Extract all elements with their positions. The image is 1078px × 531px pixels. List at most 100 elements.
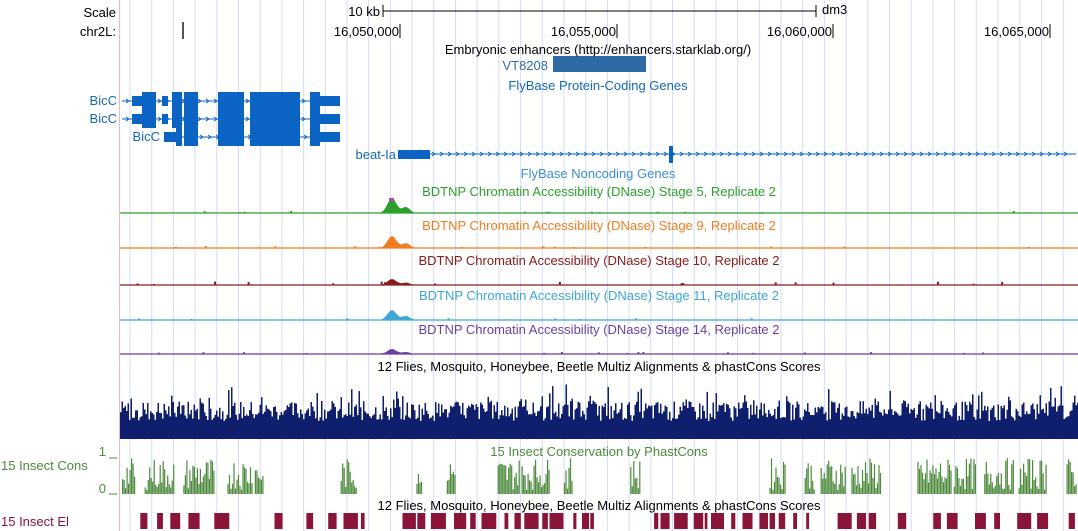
- bar: [1072, 402, 1074, 439]
- noise: [696, 246, 699, 248]
- exon: [162, 114, 168, 124]
- elements-side-label[interactable]: 15 Insect El: [1, 514, 69, 529]
- bar: [1045, 464, 1047, 494]
- gene-label-bicc-1[interactable]: BicC: [89, 93, 117, 108]
- strand-arrow: [655, 151, 660, 157]
- dnase-stage10-title[interactable]: BDTNP Chromatin Accessibility (DNase) St…: [418, 253, 780, 268]
- bar: [530, 481, 532, 494]
- bar: [715, 393, 717, 439]
- bar: [934, 395, 936, 439]
- dnase-stage11-title[interactable]: BDTNP Chromatin Accessibility (DNase) St…: [418, 288, 780, 303]
- gene-label-bicc-3[interactable]: BicC: [132, 129, 160, 144]
- bar: [396, 391, 398, 439]
- bar: [841, 472, 843, 494]
- bar: [183, 485, 185, 494]
- bar: [772, 415, 774, 439]
- bar: [126, 467, 128, 494]
- noise: [305, 353, 308, 354]
- bar: [500, 463, 502, 494]
- bar: [913, 408, 915, 439]
- bar: [417, 417, 419, 439]
- bar: [542, 484, 544, 494]
- bar: [843, 415, 845, 439]
- exon: [310, 92, 320, 110]
- bar: [375, 407, 377, 439]
- bar: [452, 471, 454, 494]
- dnase-signal-0: [120, 198, 1078, 214]
- bar: [835, 470, 837, 494]
- bar: [961, 401, 963, 439]
- bar: [860, 487, 862, 494]
- strand-arrow: [719, 151, 724, 157]
- strand-arrow: [903, 151, 908, 157]
- bar: [1032, 403, 1034, 439]
- bar: [807, 463, 809, 494]
- bar: [769, 487, 771, 494]
- noise: [332, 283, 335, 285]
- noise: [591, 211, 593, 213]
- bar: [645, 403, 647, 439]
- noise: [243, 352, 246, 354]
- bar: [864, 413, 866, 439]
- bar: [804, 409, 806, 439]
- bar: [462, 402, 464, 439]
- flybase-noncoding-track-title[interactable]: FlyBase Noncoding Genes: [520, 166, 676, 181]
- bar: [168, 484, 170, 494]
- bar: [786, 396, 788, 439]
- bar: [969, 401, 971, 439]
- noise: [392, 318, 395, 320]
- bar: [866, 473, 868, 494]
- strand-arrow: [301, 98, 306, 104]
- dnase-signal-3: [120, 310, 1078, 321]
- dnase-stage14-title[interactable]: BDTNP Chromatin Accessibility (DNase) St…: [418, 322, 780, 337]
- phastcons-track-title[interactable]: 15 Insect Conservation by PhastCons: [490, 444, 708, 459]
- gene-label-bicc-2[interactable]: BicC: [89, 111, 117, 126]
- elements-track-title[interactable]: 12 Flies, Mosquito, Honeybee, Beetle Mul…: [377, 498, 821, 513]
- bar: [301, 414, 303, 439]
- gene-label-beat-ia[interactable]: beat-Ia: [355, 147, 396, 162]
- strand-arrow: [759, 151, 764, 157]
- bar: [928, 408, 930, 439]
- bar: [304, 413, 306, 439]
- element: [793, 513, 797, 529]
- bar: [254, 470, 256, 494]
- bar: [219, 407, 221, 439]
- flybase-coding-track-title[interactable]: FlyBase Protein-Coding Genes: [508, 78, 688, 93]
- strand-arrow: [205, 116, 210, 122]
- noise: [447, 318, 450, 320]
- base-position-ruler[interactable]: [182, 5, 1051, 39]
- strand-arrow: [639, 151, 644, 157]
- bar: [141, 416, 143, 439]
- element: [430, 513, 446, 529]
- bar: [841, 413, 843, 439]
- bar: [975, 419, 977, 439]
- bar: [351, 482, 353, 494]
- multiz-track-title[interactable]: 12 Flies, Mosquito, Honeybee, Beetle Mul…: [377, 359, 821, 374]
- bar: [244, 416, 246, 439]
- enhancer-track-title[interactable]: Embryonic enhancers (http://enhancers.st…: [444, 42, 752, 57]
- dnase-stage9-title[interactable]: BDTNP Chromatin Accessibility (DNase) St…: [422, 218, 776, 233]
- bar: [189, 414, 191, 439]
- bar: [441, 404, 443, 439]
- bar: [904, 401, 906, 439]
- bar: [735, 408, 737, 439]
- bar: [226, 414, 228, 439]
- bar: [882, 415, 884, 439]
- bar: [939, 413, 941, 439]
- phastcons-side-label[interactable]: 15 Insect Cons: [1, 458, 88, 473]
- bar: [840, 464, 842, 494]
- enhancer-item-label[interactable]: VT8208: [502, 58, 548, 73]
- bar: [678, 414, 680, 439]
- bar: [239, 485, 241, 494]
- bar: [129, 420, 131, 439]
- bar: [897, 413, 899, 439]
- bar: [451, 474, 453, 494]
- strand-arrow: [871, 151, 876, 157]
- bar: [1066, 464, 1068, 494]
- dnase-stage5-title[interactable]: BDTNP Chromatin Accessibility (DNase) St…: [422, 184, 776, 199]
- flybase-coding-genes-track[interactable]: [122, 92, 1076, 163]
- enhancer-VT8208[interactable]: [553, 56, 646, 72]
- bar: [232, 406, 234, 439]
